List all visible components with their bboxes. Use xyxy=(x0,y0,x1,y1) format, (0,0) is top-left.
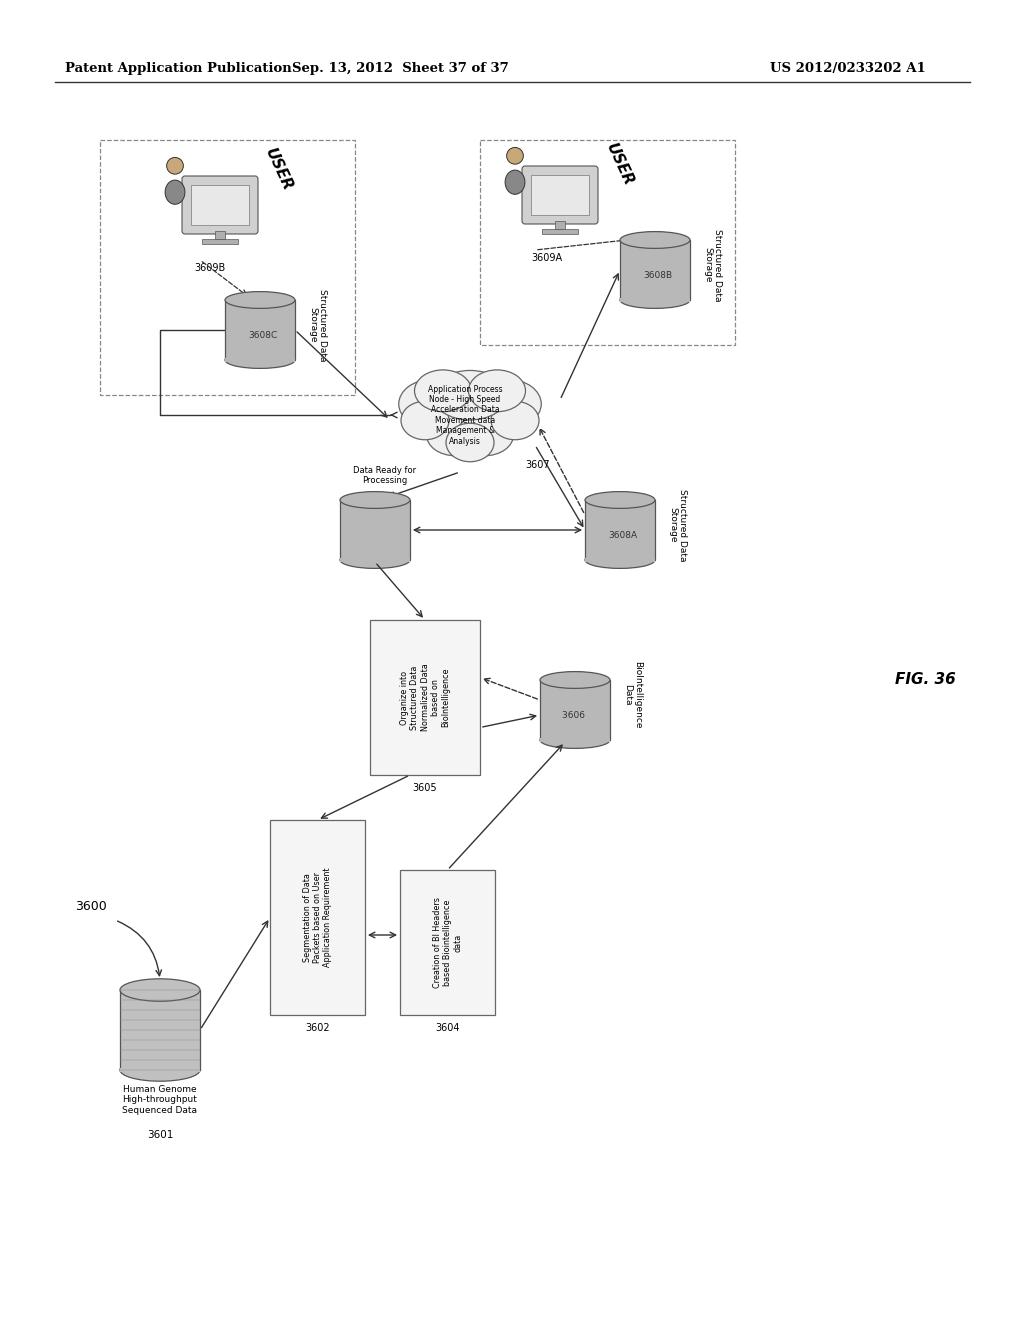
Ellipse shape xyxy=(585,552,655,569)
Bar xyxy=(620,240,690,300)
Text: USER: USER xyxy=(262,147,295,194)
Ellipse shape xyxy=(490,401,539,440)
Text: BioIntelligence
Data: BioIntelligence Data xyxy=(623,661,642,729)
Text: Application Process
Node - High Speed
Acceleration Data
Movement data
Management: Application Process Node - High Speed Ac… xyxy=(428,384,503,446)
Bar xyxy=(585,500,655,560)
Text: Creation of BI Headers
based Biointelligence
data: Creation of BI Headers based Biointellig… xyxy=(432,898,463,987)
Ellipse shape xyxy=(585,491,655,508)
Ellipse shape xyxy=(505,170,525,194)
Ellipse shape xyxy=(429,388,511,442)
Bar xyxy=(225,300,295,360)
Ellipse shape xyxy=(446,424,494,462)
Text: 3609A: 3609A xyxy=(531,253,562,263)
Ellipse shape xyxy=(120,1059,200,1081)
Text: 3602: 3602 xyxy=(305,1023,330,1034)
Bar xyxy=(540,738,610,742)
Text: FIG. 36: FIG. 36 xyxy=(895,672,955,688)
FancyBboxPatch shape xyxy=(182,176,258,234)
Ellipse shape xyxy=(120,979,200,1001)
Bar xyxy=(480,140,735,345)
Ellipse shape xyxy=(225,351,295,368)
Text: Structured Data
Storage: Structured Data Storage xyxy=(308,289,328,362)
Ellipse shape xyxy=(540,731,610,748)
Text: Human Genome
High-throughput
Sequenced Data: Human Genome High-throughput Sequenced D… xyxy=(123,1085,198,1115)
Bar xyxy=(340,500,410,560)
Text: Patent Application Publication: Patent Application Publication xyxy=(65,62,292,75)
Bar xyxy=(191,185,249,224)
Bar xyxy=(400,870,495,1015)
Text: Organize into
Structured Data
Normalized Data
based on
BioIntelligence: Organize into Structured Data Normalized… xyxy=(399,664,451,731)
Text: 3600: 3600 xyxy=(75,900,106,913)
Text: Segmentation of Data
Packets based on User
Application Requirement: Segmentation of Data Packets based on Us… xyxy=(303,867,333,968)
Bar xyxy=(585,558,655,562)
Bar xyxy=(270,820,365,1015)
Bar xyxy=(120,990,200,1071)
Bar xyxy=(202,239,238,244)
Ellipse shape xyxy=(432,371,508,420)
Ellipse shape xyxy=(620,292,690,309)
Text: Structured Data
Storage: Structured Data Storage xyxy=(668,488,687,561)
Bar xyxy=(531,176,589,215)
Text: 3604: 3604 xyxy=(435,1023,460,1034)
Text: Sep. 13, 2012  Sheet 37 of 37: Sep. 13, 2012 Sheet 37 of 37 xyxy=(292,62,508,75)
Text: Data Ready for
Processing: Data Ready for Processing xyxy=(353,466,417,484)
Bar xyxy=(225,358,295,362)
Circle shape xyxy=(167,157,183,174)
Ellipse shape xyxy=(165,180,185,205)
Text: Structured Data
Storage: Structured Data Storage xyxy=(703,228,722,301)
Bar xyxy=(620,298,690,302)
Ellipse shape xyxy=(340,552,410,569)
Text: 3609B: 3609B xyxy=(195,263,225,273)
Text: 3608B: 3608B xyxy=(643,271,673,280)
Text: 3605: 3605 xyxy=(413,783,437,793)
Ellipse shape xyxy=(540,672,610,689)
Text: 3607: 3607 xyxy=(525,459,550,470)
Ellipse shape xyxy=(225,292,295,309)
Text: US 2012/0233202 A1: US 2012/0233202 A1 xyxy=(770,62,926,75)
Ellipse shape xyxy=(401,401,449,440)
Bar xyxy=(120,1068,200,1072)
FancyBboxPatch shape xyxy=(522,166,598,224)
Bar xyxy=(100,140,355,395)
Ellipse shape xyxy=(415,370,471,412)
Text: 3606: 3606 xyxy=(562,710,594,719)
Ellipse shape xyxy=(427,414,483,455)
Bar xyxy=(542,228,578,234)
Bar xyxy=(370,620,480,775)
Bar xyxy=(215,231,225,239)
Bar xyxy=(340,558,410,562)
Text: 3608C: 3608C xyxy=(249,330,278,339)
Ellipse shape xyxy=(340,491,410,508)
Ellipse shape xyxy=(469,370,525,412)
Text: 3601: 3601 xyxy=(146,1130,173,1140)
Bar xyxy=(555,220,565,228)
Ellipse shape xyxy=(398,379,466,429)
Ellipse shape xyxy=(620,231,690,248)
Ellipse shape xyxy=(457,414,513,455)
Ellipse shape xyxy=(474,379,542,429)
Bar xyxy=(540,680,610,741)
Text: USER: USER xyxy=(603,141,636,189)
Circle shape xyxy=(507,148,523,164)
Text: 3608A: 3608A xyxy=(608,531,638,540)
